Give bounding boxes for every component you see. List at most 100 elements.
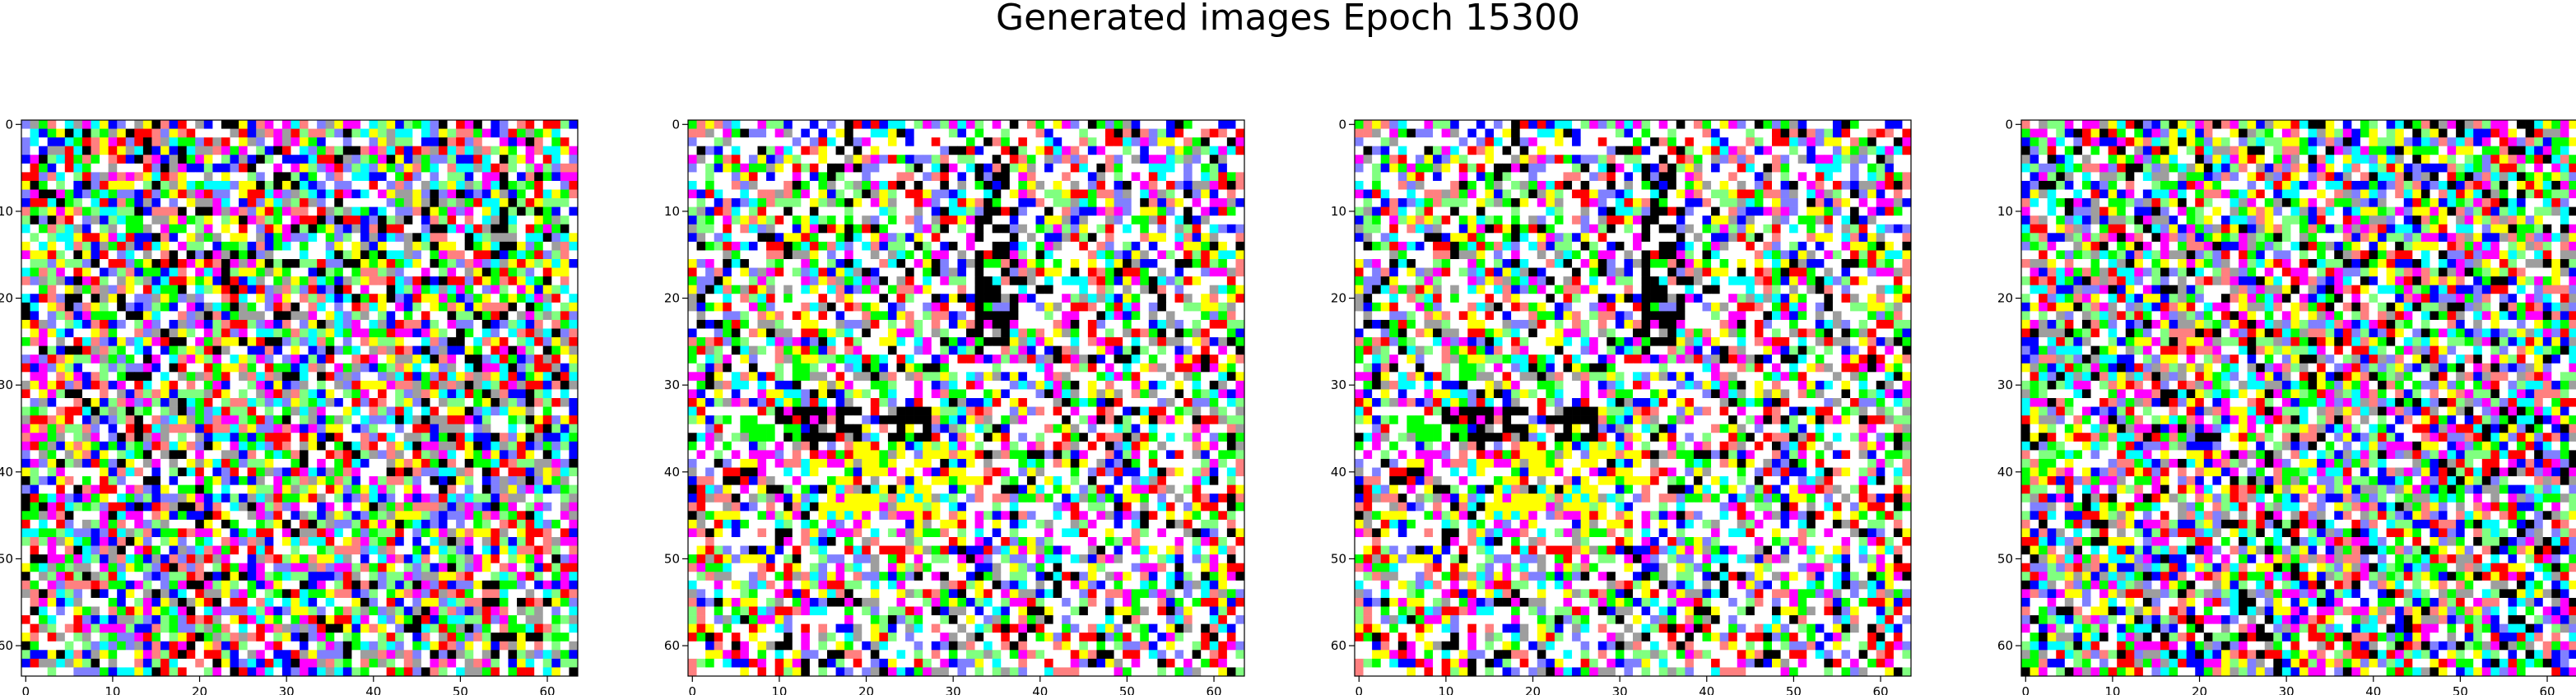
pixel xyxy=(281,580,291,590)
pixel xyxy=(134,372,144,382)
pixel xyxy=(39,345,49,355)
pixel xyxy=(403,658,413,668)
pixel xyxy=(508,476,518,485)
pixel xyxy=(178,667,188,677)
pixel xyxy=(696,224,706,234)
pixel xyxy=(239,389,248,399)
pixel xyxy=(81,519,91,529)
pixel xyxy=(317,311,327,321)
pixel xyxy=(125,623,135,633)
pixel xyxy=(369,233,379,243)
pixel xyxy=(481,241,491,251)
pixel xyxy=(256,380,266,390)
pixel xyxy=(212,424,222,433)
pixel xyxy=(525,441,535,451)
pixel xyxy=(551,285,561,294)
pixel xyxy=(264,302,274,312)
pixel xyxy=(142,589,152,599)
pixel xyxy=(378,545,387,555)
pixel xyxy=(696,215,706,225)
pixel xyxy=(47,345,57,355)
pixel xyxy=(186,545,196,555)
pixel xyxy=(64,519,74,529)
pixel xyxy=(81,155,91,164)
pixel xyxy=(125,484,135,494)
pixel xyxy=(905,224,914,234)
pixel xyxy=(81,224,91,234)
pixel xyxy=(447,467,457,477)
pixel xyxy=(247,363,257,373)
pixel xyxy=(1070,155,1080,164)
pixel xyxy=(39,415,49,425)
pixel xyxy=(21,545,30,555)
pixel xyxy=(81,389,91,399)
pixel xyxy=(481,493,491,503)
pixel xyxy=(195,528,205,538)
pixel xyxy=(39,259,49,268)
pixel xyxy=(887,180,897,190)
pixel xyxy=(160,198,170,207)
pixel xyxy=(281,415,291,425)
pixel xyxy=(853,215,863,225)
pixel xyxy=(273,241,283,251)
pixel xyxy=(281,189,291,199)
pixel xyxy=(844,233,854,243)
pixel xyxy=(412,363,422,373)
pixel xyxy=(256,511,266,521)
pixel xyxy=(64,415,74,425)
pixel xyxy=(473,163,483,173)
pixel xyxy=(108,641,118,651)
pixel xyxy=(914,233,923,243)
pixel xyxy=(117,572,127,581)
pixel xyxy=(21,537,30,546)
pixel xyxy=(439,241,448,251)
pixel xyxy=(1105,224,1114,234)
pixel xyxy=(134,467,144,477)
pixel xyxy=(230,233,239,243)
pixel xyxy=(517,563,526,572)
pixel xyxy=(499,180,509,190)
pixel xyxy=(334,224,344,234)
pixel xyxy=(948,155,958,164)
pixel xyxy=(1201,198,1211,207)
pixel xyxy=(464,172,474,182)
pixel xyxy=(421,380,430,390)
pixel xyxy=(203,545,213,555)
pixel xyxy=(142,658,152,668)
pixel xyxy=(334,337,344,346)
y-tick-label: 50 xyxy=(0,551,13,566)
pixel xyxy=(30,502,40,512)
pixel xyxy=(1192,224,1202,234)
pixel xyxy=(862,172,872,182)
pixel xyxy=(169,597,179,607)
pixel xyxy=(125,589,135,599)
pixel xyxy=(195,319,205,329)
pixel xyxy=(569,519,579,529)
pixel xyxy=(983,198,993,207)
pixel xyxy=(203,120,213,129)
pixel xyxy=(1192,163,1202,173)
pixel xyxy=(542,337,552,346)
pixel xyxy=(992,146,1002,155)
pixel xyxy=(30,433,40,442)
pixel xyxy=(317,597,327,607)
pixel xyxy=(542,589,552,599)
pixel xyxy=(508,189,518,199)
pixel xyxy=(439,163,448,173)
pixel xyxy=(108,120,118,129)
pixel xyxy=(1140,128,1150,138)
pixel xyxy=(464,606,474,616)
pixel xyxy=(360,650,370,660)
pixel xyxy=(325,155,335,164)
pixel xyxy=(525,380,535,390)
pixel xyxy=(160,172,170,182)
pixel xyxy=(273,294,283,303)
pixel xyxy=(56,563,66,572)
pixel xyxy=(308,554,318,564)
pixel xyxy=(125,276,135,286)
pixel xyxy=(134,319,144,329)
pixel xyxy=(91,632,100,642)
pixel xyxy=(386,128,396,138)
pixel xyxy=(1079,180,1089,190)
pixel xyxy=(1018,198,1028,207)
